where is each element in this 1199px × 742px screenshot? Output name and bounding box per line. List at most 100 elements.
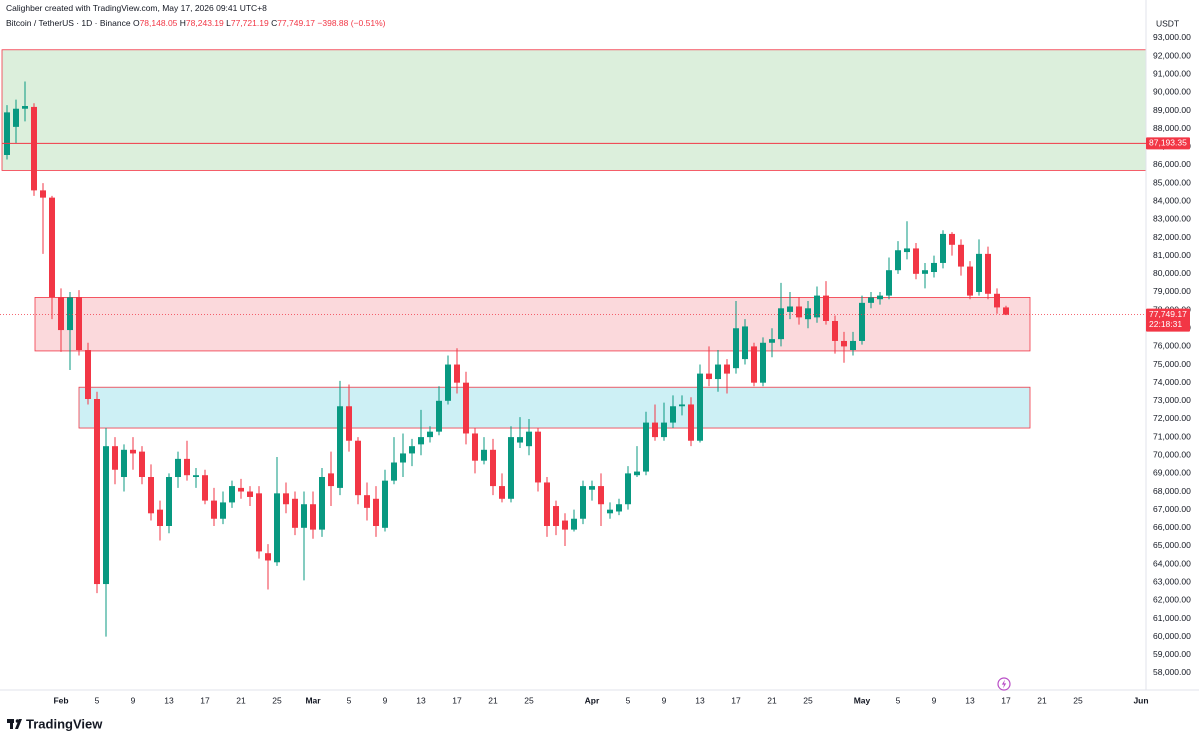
- candle-body: [139, 451, 145, 478]
- candle-body: [904, 248, 910, 253]
- candle-body: [922, 270, 928, 274]
- x-tick-label: 21: [1037, 695, 1047, 705]
- candle-body: [202, 475, 208, 501]
- y-tick-label: 91,000.00: [1153, 69, 1191, 79]
- candle-body: [175, 458, 181, 478]
- y-tick-label: 70,000.00: [1153, 449, 1191, 459]
- y-tick-label: 81,000.00: [1153, 250, 1191, 260]
- candle-body: [544, 482, 550, 526]
- y-tick-label: 74,000.00: [1153, 377, 1191, 387]
- x-tick-label: 5: [626, 695, 631, 705]
- y-tick-label: 80,000.00: [1153, 268, 1191, 278]
- candle-body: [112, 446, 118, 470]
- candle-body: [67, 297, 73, 331]
- candle-body: [715, 364, 721, 380]
- alert-icon[interactable]: [997, 677, 1011, 691]
- y-tick-label: 64,000.00: [1153, 558, 1191, 568]
- legend-key: L: [226, 18, 231, 28]
- candle-body: [166, 477, 172, 526]
- candle-body: [958, 244, 964, 267]
- x-tick-label: 25: [524, 695, 534, 705]
- candle-body: [697, 373, 703, 441]
- candle-body: [265, 553, 271, 561]
- candle-body: [976, 253, 982, 292]
- x-tick-label: 13: [965, 695, 975, 705]
- x-tick-label: 13: [695, 695, 705, 705]
- candle-body: [760, 342, 766, 383]
- y-tick-label: 69,000.00: [1153, 468, 1191, 478]
- candle-body: [805, 308, 811, 320]
- symbol: Bitcoin / TetherUS · 1D · Binance: [6, 18, 131, 28]
- y-tick-label: 67,000.00: [1153, 504, 1191, 514]
- candle-body: [607, 509, 613, 514]
- x-tick-label: 25: [272, 695, 282, 705]
- candle-body: [526, 431, 532, 447]
- candle-body: [985, 253, 991, 294]
- candle-body: [1003, 307, 1009, 315]
- y-tick-label: 58,000.00: [1153, 667, 1191, 677]
- candle-body: [913, 248, 919, 274]
- candle-body: [616, 504, 622, 512]
- y-tick-label: 82,000.00: [1153, 232, 1191, 242]
- legend-key: O: [132, 18, 140, 28]
- legend-value: 78,243.19: [185, 18, 224, 28]
- candle-body: [679, 404, 685, 407]
- y-tick-label: 62,000.00: [1153, 595, 1191, 605]
- candle-body: [796, 306, 802, 318]
- change: −398.88 (−0.51%): [317, 18, 386, 28]
- x-tick-label: Mar: [305, 695, 321, 705]
- candle-body: [157, 509, 163, 526]
- candle-body: [463, 382, 469, 434]
- x-tick-label: May: [854, 695, 871, 705]
- x-tick-label: Feb: [53, 695, 68, 705]
- candle-body: [85, 350, 91, 400]
- y-tick-label: 68,000.00: [1153, 486, 1191, 496]
- x-tick-label: 17: [452, 695, 462, 705]
- branding: TradingView: [26, 716, 103, 731]
- candle-body: [661, 422, 667, 438]
- zone: [78, 386, 1031, 429]
- x-tick-label: Jun: [1133, 695, 1148, 705]
- candle-body: [535, 431, 541, 483]
- x-tick-label: 13: [164, 695, 174, 705]
- candle-body: [418, 437, 424, 445]
- candle-body: [301, 504, 307, 528]
- legend-key: H: [179, 18, 186, 28]
- candle-body: [247, 491, 253, 497]
- y-tick-label: 73,000.00: [1153, 395, 1191, 405]
- candle-body: [238, 487, 244, 492]
- candle-body: [130, 449, 136, 454]
- candle-body: [895, 250, 901, 271]
- candle-body: [949, 233, 955, 245]
- x-tick-label: 17: [731, 695, 741, 705]
- y-tick-label: 93,000.00: [1153, 32, 1191, 42]
- candle-body: [13, 108, 19, 127]
- candle-body: [40, 190, 46, 198]
- candle-body: [832, 320, 838, 341]
- x-tick-label: 9: [932, 695, 937, 705]
- candle-body: [877, 295, 883, 300]
- candle-body: [31, 106, 37, 191]
- candle-body: [220, 502, 226, 519]
- x-tick-label: 5: [896, 695, 901, 705]
- candle-body: [256, 493, 262, 552]
- candle-body: [193, 475, 199, 478]
- candle-body: [580, 486, 586, 519]
- candle-body: [562, 520, 568, 530]
- x-tick-label: 13: [416, 695, 426, 705]
- plot-background: [1, 49, 1147, 429]
- candle-body: [76, 297, 82, 351]
- candle-body: [103, 446, 109, 585]
- candle-body: [787, 306, 793, 312]
- credit: Calighber created with TradingView.com, …: [6, 3, 267, 13]
- candle-body: [355, 440, 361, 496]
- candle-body: [346, 406, 352, 441]
- y-tick-label: 76,000.00: [1153, 341, 1191, 351]
- symbol-legend: Bitcoin / TetherUS · 1D · Binance O78,14…: [6, 18, 385, 28]
- y-tick-label: 66,000.00: [1153, 522, 1191, 532]
- candle-body: [445, 364, 451, 401]
- candle-body: [337, 406, 343, 488]
- ohlc-legend: O78,148.05 H78,243.19 L77,721.19 C77,749…: [133, 18, 317, 28]
- candle-body: [859, 302, 865, 341]
